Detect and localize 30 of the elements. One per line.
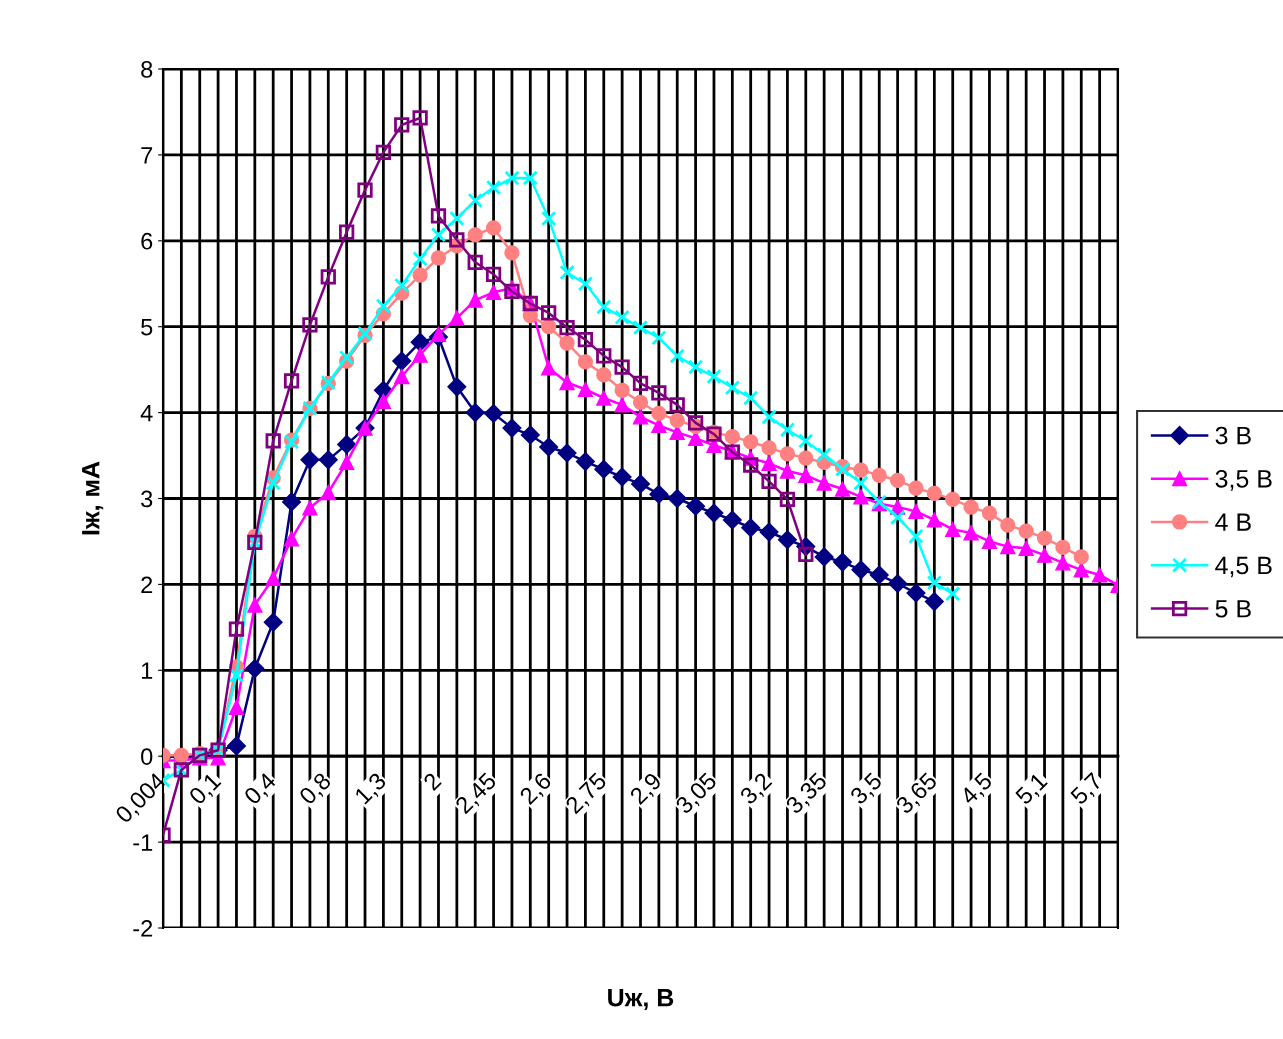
legend-label: 3,5 В xyxy=(1215,469,1272,491)
y-tick-label: 8 xyxy=(141,61,153,78)
x-tick-label: 1,3 xyxy=(353,771,389,807)
y-tick-label: 1 xyxy=(141,662,153,679)
x-axis-title: Uж, В xyxy=(608,989,674,1011)
legend-label: 4,5 В xyxy=(1215,556,1272,578)
y-tick-label: -1 xyxy=(133,834,153,851)
y-tick-label: 2 xyxy=(141,576,153,593)
y-tick-label: 6 xyxy=(141,232,153,250)
x-tick-label: 0,1 xyxy=(187,771,224,808)
legend-label: 3 В xyxy=(1215,426,1251,445)
x-tick-label: 0,8 xyxy=(298,771,334,808)
y-tick-label: 3 xyxy=(141,490,153,508)
x-tick-label: 2 xyxy=(422,771,442,792)
x-tick-label: 5,1 xyxy=(1014,771,1050,808)
x-tick-label: 5,7 xyxy=(1069,771,1106,808)
x-tick-label: 4,5 xyxy=(959,771,995,808)
y-tick-label: -2 xyxy=(133,920,153,937)
x-tick-label: 2,9 xyxy=(628,771,665,808)
legend-label: 5 В xyxy=(1215,600,1251,618)
x-tick-label: 0,4 xyxy=(243,771,279,808)
y-tick-label: 4 xyxy=(140,404,153,422)
y-tick-label: 0 xyxy=(141,748,153,765)
y-axis-title: Iж, мА xyxy=(82,461,104,535)
x-tick-label: 3,2 xyxy=(738,771,775,808)
x-tick-label: 2,6 xyxy=(518,771,555,808)
y-tick-label: 7 xyxy=(141,147,153,164)
legend-label: 4 В xyxy=(1215,513,1251,531)
x-tick-label: 3,5 xyxy=(849,771,885,808)
y-tick-label: 5 xyxy=(141,319,153,336)
